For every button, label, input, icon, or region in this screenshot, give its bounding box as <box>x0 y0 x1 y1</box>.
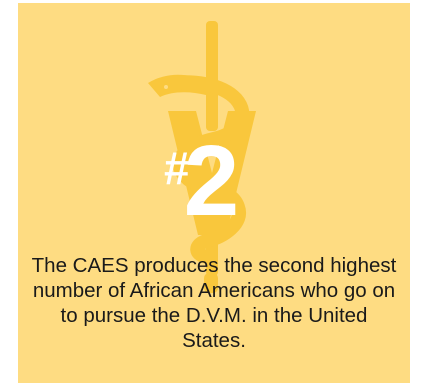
rank-badge: # 2 <box>164 131 314 231</box>
veterinary-caduceus-icon <box>148 21 256 293</box>
rank-number: 2 <box>183 125 240 237</box>
infographic-card: # 2 The CAES produces the second highest… <box>18 3 410 383</box>
caption-text: The CAES produces the second highest num… <box>31 254 397 352</box>
rank-hash-sign: # <box>164 142 190 194</box>
